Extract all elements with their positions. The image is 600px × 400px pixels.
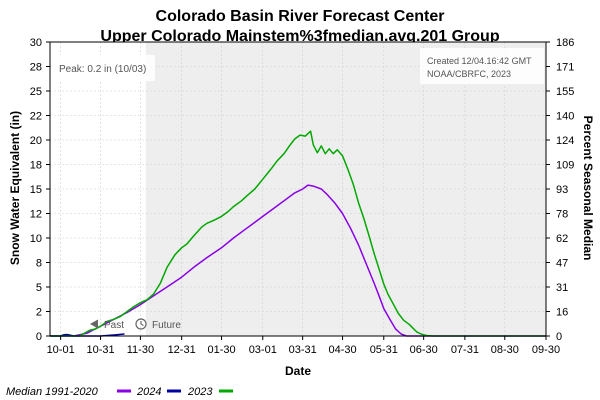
credit-box — [420, 48, 544, 84]
x-axis-ticks: 10-01 10-31 11-30 12-31 01-30 03-01 03-31 04-30… — [47, 336, 560, 356]
legend-label-median: Median 1991-2020 — [6, 386, 99, 398]
series-line-2 — [50, 130, 546, 337]
y2-tick-label: 140 — [556, 111, 574, 123]
y-tick-label: 10 — [30, 233, 42, 245]
y2-tick-label: 155 — [556, 86, 574, 98]
legend-label-2024: 2024 — [136, 386, 161, 398]
x-tick-label: 01-30 — [207, 344, 235, 356]
x-tick-label: 03-01 — [249, 344, 277, 356]
y2-axis-label: Percent Seasonal Median — [581, 116, 595, 261]
y2-tick-label: 93 — [556, 184, 568, 196]
y-tick-label: 12 — [30, 209, 42, 221]
x-tick-label: 10-31 — [86, 344, 114, 356]
y2-tick-label: 31 — [556, 282, 568, 294]
clock-icon — [135, 318, 147, 330]
y-tick-label: 20 — [30, 135, 42, 147]
y-tick-label: 18 — [30, 160, 42, 172]
past-future-marker: Past Future — [90, 318, 181, 331]
x-tick-label: 09-30 — [532, 344, 560, 356]
x-tick-label: 06-30 — [410, 344, 438, 356]
x-tick-label: 12-31 — [168, 344, 196, 356]
y2-tick-label: 0 — [556, 331, 562, 343]
x-tick-label: 08-30 — [491, 344, 519, 356]
legend: Median 1991-2020 2024 2023 — [6, 386, 233, 398]
y2-tick-label: 186 — [556, 37, 574, 49]
y2-axis-ticks: 0 16 31 47 62 78 93 109 124 140 155 171 186 — [546, 37, 574, 343]
y-axis-label: Snow Water Equivalent (in) — [8, 111, 22, 265]
y-tick-label: 25 — [30, 86, 42, 98]
legend-label-2023: 2023 — [187, 386, 213, 398]
y-tick-label: 8 — [36, 258, 42, 270]
x-tick-label: 05-31 — [370, 344, 398, 356]
past-label: Past — [104, 320, 124, 331]
created-annotation: Created 12/04.16:42 GMT — [427, 56, 532, 66]
peak-box — [53, 55, 155, 81]
chart-title-line1: Colorado Basin River Forecast Center — [156, 8, 445, 25]
future-shading — [145, 42, 547, 336]
y2-tick-label: 171 — [556, 62, 574, 74]
y2-tick-label: 78 — [556, 209, 568, 221]
series-line-0 — [50, 184, 546, 337]
y2-tick-label: 47 — [556, 258, 568, 270]
future-label: Future — [152, 320, 181, 331]
y-tick-label: 5 — [36, 282, 42, 294]
y2-tick-label: 62 — [556, 233, 568, 245]
credit-annotation: NOAA/CBRFC, 2023 — [427, 69, 511, 79]
chart-title-line2: Upper Colorado Mainstem%3fmedian.avg.201… — [100, 28, 499, 45]
y-tick-label: 15 — [30, 184, 42, 196]
y2-tick-label: 109 — [556, 160, 574, 172]
peak-annotation: Peak: 0.2 in (10/03) — [59, 64, 146, 75]
x-tick-label: 11-30 — [127, 344, 154, 356]
y-tick-label: 22 — [30, 111, 42, 123]
x-tick-label: 04-30 — [328, 344, 356, 356]
y-tick-label: 28 — [30, 62, 42, 74]
y-tick-label: 0 — [36, 331, 42, 343]
x-axis-label: Date — [285, 364, 311, 378]
x-tick-label: 03-31 — [289, 344, 317, 356]
y2-tick-label: 16 — [556, 307, 568, 319]
y-tick-label: 2 — [36, 307, 42, 319]
past-arrow-icon — [90, 319, 98, 329]
x-tick-label: 10-01 — [47, 344, 75, 356]
x-tick-label: 07-31 — [451, 344, 479, 356]
y2-tick-label: 124 — [556, 135, 574, 147]
y-tick-label: 30 — [30, 37, 42, 49]
